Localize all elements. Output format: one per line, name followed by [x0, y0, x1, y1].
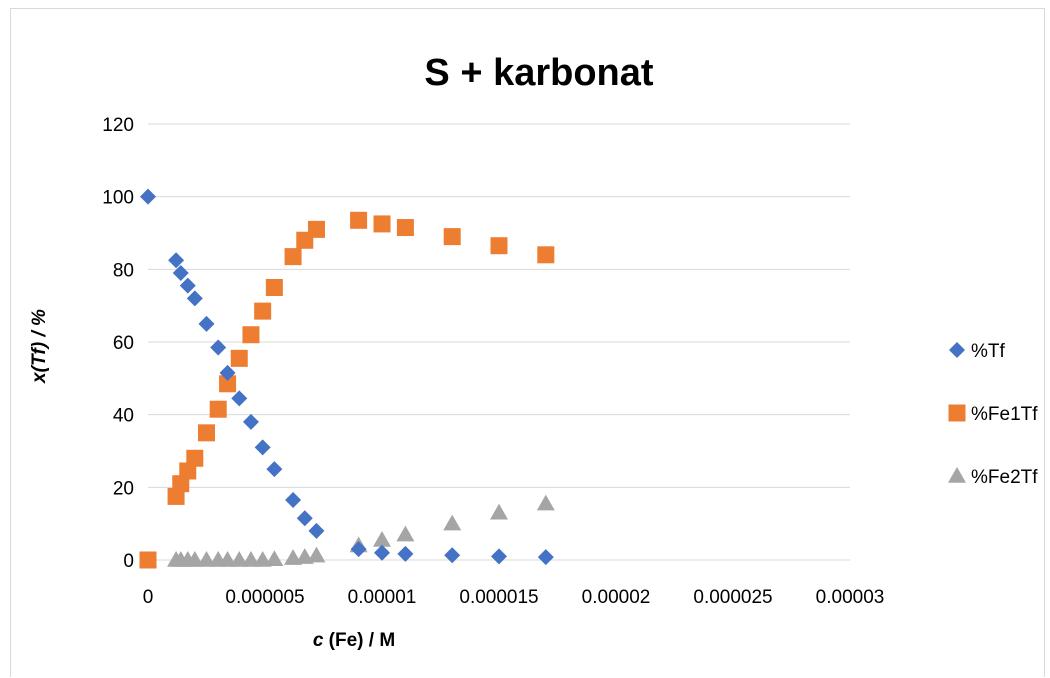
point-pct-fe1tf: [230, 349, 248, 367]
point-pct-tf: [350, 541, 367, 558]
point-pct-fe1tf: [198, 424, 215, 442]
point-pct-fe1tf: [265, 279, 283, 296]
y-tick-label: 20: [113, 478, 134, 499]
point-pct-fe2tf: [536, 494, 555, 511]
legend-marker-pct-tf: [949, 342, 965, 358]
point-pct-tf: [491, 548, 507, 565]
point-pct-tf: [242, 413, 259, 430]
point-pct-fe2tf: [490, 503, 508, 520]
point-pct-fe1tf: [242, 326, 260, 344]
point-pct-tf: [537, 549, 554, 566]
x-axis-title: c (Fe) / M: [313, 630, 395, 651]
x-tick-label: 0: [143, 587, 154, 608]
chart-svg: 0 20 40 60 80 100 120 0 0.000005 0.00001 0.000015 0…: [29, 52, 1038, 651]
point-pct-tf: [168, 252, 185, 269]
point-pct-fe1tf: [139, 551, 157, 569]
point-pct-tf: [285, 492, 302, 509]
point-pct-fe2tf: [230, 551, 249, 567]
x-tick-label: 0.000025: [693, 587, 772, 608]
point-pct-tf: [444, 547, 461, 564]
point-pct-tf: [374, 544, 390, 561]
y-tick-label: 40: [113, 406, 134, 427]
legend: %Tf %Fe1Tf %Fe2Tf: [948, 341, 1038, 488]
point-pct-fe2tf: [373, 531, 391, 547]
point-pct-tf: [179, 277, 196, 294]
point-pct-fe1tf: [396, 219, 414, 237]
point-pct-fe2tf: [218, 551, 237, 567]
x-tick-label: 0.00003: [816, 587, 885, 608]
point-pct-fe1tf: [284, 248, 302, 266]
y-tick-label: 0: [123, 551, 134, 572]
point-pct-fe1tf: [443, 228, 461, 246]
y-tick-label: 120: [102, 115, 134, 136]
point-pct-fe1tf: [209, 400, 227, 418]
gridlines: [148, 123, 850, 561]
point-pct-fe1tf: [254, 302, 272, 320]
point-pct-fe1tf: [219, 375, 237, 393]
point-pct-tf: [397, 545, 414, 562]
tick-labels: 0 20 40 60 80 100 120 0 0.000005 0.00001 0.000015 0…: [102, 115, 884, 608]
point-pct-tf: [266, 461, 283, 478]
point-pct-fe1tf: [186, 449, 204, 467]
point-pct-fe1tf: [307, 220, 325, 238]
point-pct-fe2tf: [265, 550, 284, 567]
point-pct-tf: [231, 390, 248, 407]
y-axis-title: x(Tf) / %: [29, 309, 50, 384]
point-pct-fe1tf: [350, 211, 368, 229]
legend-label: %Fe2Tf: [971, 467, 1038, 488]
chart-frame: 0 20 40 60 80 100 120 0 0.000005 0.00001 0.000015 0…: [10, 8, 1045, 677]
legend-label: %Fe1Tf: [971, 404, 1038, 425]
point-pct-fe2tf: [253, 551, 272, 567]
point-pct-tf: [198, 315, 215, 332]
point-pct-fe2tf: [185, 551, 204, 567]
point-pct-fe2tf: [197, 551, 216, 567]
point-pct-fe2tf: [443, 514, 462, 531]
x-tick-label: 0.000015: [459, 587, 538, 608]
chart-title: S + karbonat: [424, 52, 653, 94]
y-tick-label: 100: [102, 188, 134, 209]
point-pct-tf: [186, 290, 203, 307]
y-tick-label: 80: [113, 260, 134, 281]
y-tick-label: 60: [113, 333, 134, 354]
x-axis-title-italic: c: [313, 630, 324, 651]
point-pct-tf: [219, 364, 236, 381]
point-pct-fe2tf: [396, 525, 415, 542]
point-pct-fe1tf: [490, 237, 508, 255]
point-pct-tf: [296, 510, 313, 527]
point-pct-fe1tf: [373, 215, 391, 233]
x-tick-label: 0.000005: [225, 587, 304, 608]
x-tick-label: 0.00001: [348, 587, 417, 608]
point-pct-fe1tf: [537, 246, 555, 264]
data-points: [139, 188, 555, 569]
legend-marker-pct-fe1tf: [948, 404, 966, 422]
legend-marker-pct-fe2tf: [948, 467, 966, 483]
x-tick-label: 0.00002: [582, 587, 651, 608]
point-pct-tf: [308, 522, 325, 539]
point-pct-fe2tf: [241, 551, 260, 567]
point-pct-tf: [254, 439, 271, 456]
point-pct-fe2tf: [307, 546, 326, 563]
x-axis-title-rest: (Fe) / M: [323, 630, 395, 651]
legend-label: %Tf: [971, 341, 1006, 362]
point-pct-tf: [210, 339, 227, 356]
point-pct-tf: [140, 188, 156, 205]
point-pct-tf: [172, 264, 189, 281]
